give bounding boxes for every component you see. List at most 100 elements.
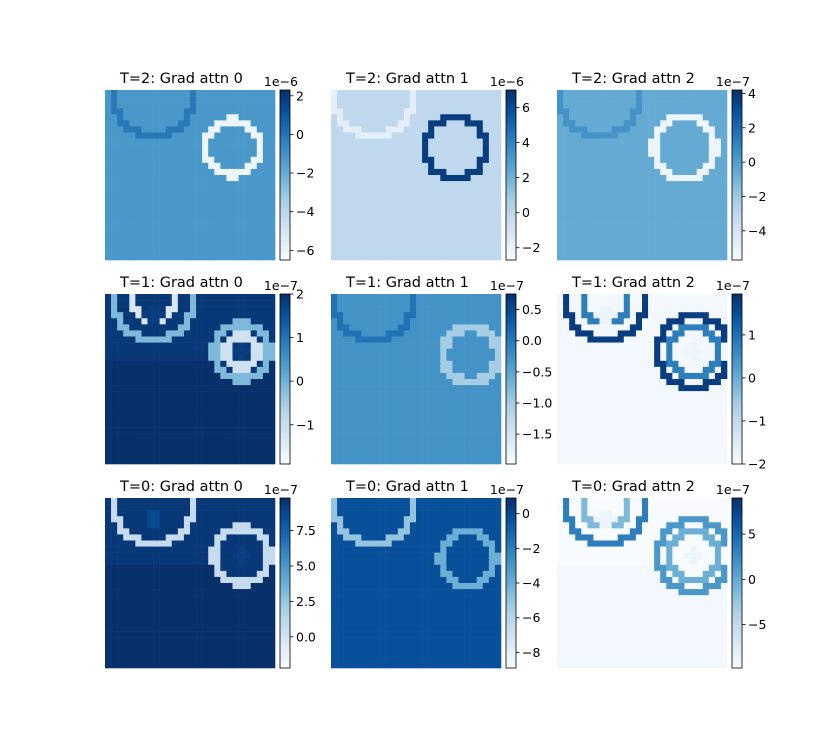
heatmap-cell	[263, 528, 269, 534]
heatmap-cell	[452, 175, 458, 181]
heatmap-cell	[202, 541, 208, 547]
heatmap-cell	[709, 236, 715, 242]
heatmap-cell	[196, 324, 202, 330]
heatmap-cell	[220, 306, 226, 312]
heatmap-cell	[374, 337, 380, 343]
heatmap-cell	[117, 218, 123, 224]
heatmap-cell	[587, 343, 593, 349]
heatmap-cell	[587, 403, 593, 409]
heatmap-cell	[196, 181, 202, 187]
heatmap-cell	[233, 403, 239, 409]
heatmap-cell	[477, 120, 483, 126]
heatmap-cell	[263, 452, 269, 458]
heatmap-cell	[410, 96, 416, 102]
heatmap-cell	[172, 114, 178, 120]
heatmap-cell	[154, 510, 160, 516]
heatmap-cell	[636, 428, 642, 434]
heatmap-cell	[129, 242, 135, 248]
heatmap-cell	[226, 294, 232, 300]
heatmap-cell	[703, 181, 709, 187]
heatmap-cell	[117, 108, 123, 114]
heatmap-cell	[459, 126, 465, 132]
heatmap-cell	[178, 452, 184, 458]
heatmap-cell	[367, 114, 373, 120]
heatmap-cell	[660, 139, 666, 145]
heatmap-cell	[226, 96, 232, 102]
heatmap-cell	[269, 139, 275, 145]
heatmap-cell	[654, 211, 660, 217]
heatmap-cell	[654, 114, 660, 120]
heatmap-cell	[422, 318, 428, 324]
heatmap-cell	[251, 108, 257, 114]
heatmap-cell	[703, 120, 709, 126]
heatmap-cell	[709, 133, 715, 139]
heatmap-cell	[404, 355, 410, 361]
heatmap-cell	[220, 211, 226, 217]
heatmap-cell	[685, 458, 691, 464]
heatmap-cell	[666, 409, 672, 415]
heatmap-cell	[495, 242, 501, 248]
heatmap-cell	[148, 224, 154, 230]
heatmap-cell	[361, 205, 367, 211]
heatmap-cell	[575, 248, 581, 254]
heatmap-cell	[154, 306, 160, 312]
heatmap-cell	[148, 403, 154, 409]
heatmap-cell	[709, 90, 715, 96]
heatmap-cell	[239, 211, 245, 217]
heatmap-cell	[355, 397, 361, 403]
heatmap-cell	[471, 422, 477, 428]
heatmap-cell	[495, 102, 501, 108]
heatmap-cell	[624, 330, 630, 336]
heatmap-cell	[452, 242, 458, 248]
heatmap-cell	[715, 452, 721, 458]
heatmap-cell	[428, 145, 434, 151]
heatmap-cell	[196, 403, 202, 409]
heatmap-cell	[678, 422, 684, 428]
heatmap-cell	[386, 355, 392, 361]
heatmap-cell	[697, 205, 703, 211]
heatmap-cell	[606, 379, 612, 385]
heatmap-cell	[226, 498, 232, 504]
heatmap-cell	[208, 224, 214, 230]
heatmap-cell	[678, 224, 684, 230]
heatmap-cell	[172, 318, 178, 324]
heatmap-cell	[636, 139, 642, 145]
heatmap-cell	[337, 367, 343, 373]
heatmap-cell	[612, 440, 618, 446]
heatmap-cell	[135, 522, 141, 528]
heatmap-cell	[697, 114, 703, 120]
heatmap-cell	[691, 108, 697, 114]
heatmap-cell	[263, 181, 269, 187]
heatmap-cell	[111, 403, 117, 409]
heatmap-cell	[349, 343, 355, 349]
heatmap-cell	[233, 528, 239, 534]
heatmap-cell	[349, 236, 355, 242]
heatmap-cell	[715, 434, 721, 440]
heatmap-cell	[123, 510, 129, 516]
heatmap-cell	[642, 337, 648, 343]
heatmap-cell	[404, 236, 410, 242]
heatmap-cell	[263, 306, 269, 312]
heatmap-cell	[557, 230, 563, 236]
heatmap-cell	[196, 224, 202, 230]
heatmap-cell	[331, 434, 337, 440]
heatmap-cell	[245, 175, 251, 181]
heatmap-cell	[446, 248, 452, 254]
heatmap-cell	[672, 440, 678, 446]
heatmap-cell	[263, 391, 269, 397]
heatmap-cell	[428, 181, 434, 187]
heatmap-cell	[557, 397, 563, 403]
heatmap-cell	[208, 300, 214, 306]
heatmap-cell	[117, 199, 123, 205]
heatmap-cell	[452, 108, 458, 114]
heatmap-cell	[452, 422, 458, 428]
heatmap-panel: T=2: Grad attn 16420−21e−6	[331, 71, 540, 260]
heatmap-cell	[257, 522, 263, 528]
heatmap-cell	[251, 361, 257, 367]
heatmap-cell	[600, 434, 606, 440]
heatmap-cell	[666, 187, 672, 193]
heatmap-cell	[569, 397, 575, 403]
heatmap-cell	[446, 230, 452, 236]
heatmap-cell	[386, 379, 392, 385]
heatmap-cell	[654, 409, 660, 415]
